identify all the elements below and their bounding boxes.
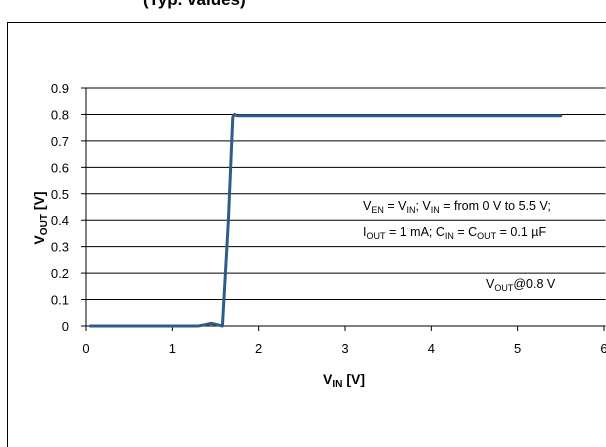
annotation-background <box>357 196 605 216</box>
annotations: VEN = VIN; VIN = from 0 V to 5.5 V; IOUT … <box>357 196 605 295</box>
series-group <box>88 112 563 328</box>
y-tick-label: 0 <box>62 319 69 334</box>
y-tick-label: 0.5 <box>51 187 69 202</box>
y-tick-label: 0.8 <box>51 107 69 122</box>
annotation-text: IOUT = 1 mA; CIN = COUT = 0.1 µF <box>363 225 546 241</box>
x-tick-label: 2 <box>255 341 262 356</box>
x-tick-label: 1 <box>169 341 176 356</box>
y-tick-labels: 0 0.1 0.2 0.3 0.4 0.5 0.6 0.7 0.8 0.9 <box>51 81 69 334</box>
y-tick-label: 0.9 <box>51 81 69 96</box>
x-tick-label: 5 <box>514 341 521 356</box>
annotation-text: VEN = VIN; VIN = from 0 V to 5.5 V; <box>363 199 551 215</box>
x-axis-title: VIN [V] <box>323 371 365 390</box>
y-tick-label: 0.2 <box>51 266 69 281</box>
x-tick-label: 4 <box>428 341 435 356</box>
y-tick-label: 0.1 <box>51 293 69 308</box>
grid-lines <box>86 87 606 301</box>
chart-title: (Typ. values) <box>143 0 246 9</box>
x-tick-label: 6 <box>600 341 606 356</box>
annotation-background <box>482 275 592 295</box>
y-tick-label: 0.6 <box>51 160 69 175</box>
x-tick-label: 3 <box>341 341 348 356</box>
x-tick-labels: 0 1 2 3 4 5 6 <box>82 341 606 356</box>
y-tick-label: 0.3 <box>51 240 69 255</box>
y-tick-label: 0.4 <box>51 213 69 228</box>
annotation-text: VOUT@0.8 V <box>486 277 556 293</box>
y-axis-title: VOUT [V] <box>31 191 50 244</box>
series-line <box>88 112 563 328</box>
annotation-background <box>357 221 605 241</box>
x-tick-label: 0 <box>82 341 89 356</box>
figure-border <box>7 22 606 447</box>
y-tick-label: 0.7 <box>51 134 69 149</box>
